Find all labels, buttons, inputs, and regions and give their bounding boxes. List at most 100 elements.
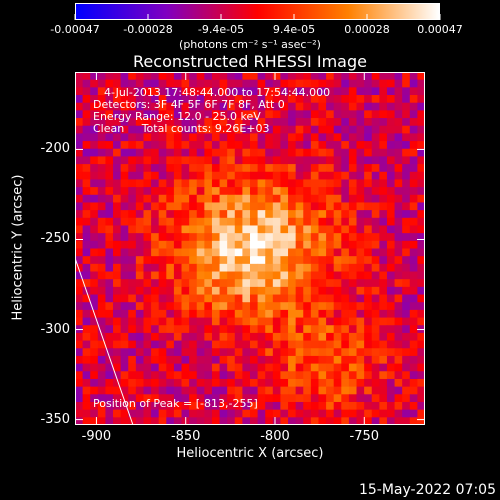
- heatmap-cell: [318, 263, 327, 273]
- heatmap-cell: [82, 148, 91, 158]
- heatmap-cell: [295, 72, 304, 81]
- heatmap-cell: [280, 302, 289, 311]
- heatmap-cell: [356, 133, 365, 142]
- heatmap-cell: [272, 302, 282, 311]
- heatmap-cell: [356, 363, 365, 372]
- heatmap-cell: [409, 217, 418, 227]
- heatmap-cell: [409, 355, 418, 365]
- heatmap-cell: [219, 194, 228, 204]
- heatmap-cell: [120, 325, 129, 334]
- heatmap-cell: [181, 194, 190, 204]
- heatmap-cell: [341, 194, 350, 204]
- heatmap-cell: [250, 340, 259, 349]
- heatmap-cell: [364, 95, 373, 104]
- heatmap-cell: [242, 363, 251, 372]
- heatmap-cell: [371, 371, 380, 380]
- heatmap-cell: [272, 371, 282, 380]
- heatmap-cell: [204, 164, 213, 173]
- heatmap-cell: [402, 294, 411, 303]
- heatmap-cell: [402, 271, 411, 280]
- heatmap-cell: [173, 217, 183, 227]
- heatmap-cell: [219, 171, 228, 181]
- heatmap-cell: [227, 302, 236, 311]
- heatmap-cell: [196, 340, 205, 349]
- heatmap-cell: [280, 317, 289, 326]
- heatmap-cell: [181, 248, 190, 257]
- heatmap-cell: [75, 371, 84, 380]
- heatmap-cell: [272, 102, 282, 111]
- heatmap-cell: [371, 148, 380, 158]
- heatmap-cell: [128, 79, 137, 88]
- heatmap-cell: [318, 133, 327, 142]
- heatmap-cell: [227, 340, 236, 349]
- heatmap-cell: [166, 217, 175, 227]
- heatmap-cell: [219, 332, 228, 342]
- heatmap-cell: [97, 156, 107, 165]
- heatmap-cell: [280, 225, 289, 234]
- heatmap-cell: [120, 256, 129, 265]
- heatmap-cell: [348, 286, 358, 296]
- heatmap-cell: [257, 348, 266, 357]
- heatmap-cell: [341, 141, 350, 150]
- heatmap-cell: [75, 363, 84, 372]
- heatmap-cell: [303, 348, 312, 357]
- heatmap-cell: [90, 95, 99, 104]
- heatmap-cell: [135, 233, 145, 242]
- heatmap-cell: [303, 102, 312, 111]
- heatmap-cell: [364, 110, 373, 119]
- heatmap-cell: [333, 148, 342, 158]
- heatmap-cell: [272, 133, 282, 142]
- heatmap-cell: [204, 401, 213, 411]
- heatmap-cell: [90, 202, 99, 211]
- heatmap-cell: [97, 179, 107, 188]
- heatmap-cell: [333, 102, 342, 111]
- heatmap-cell: [135, 302, 145, 311]
- heatmap-cell: [90, 340, 99, 349]
- heatmap-cell: [371, 87, 380, 96]
- heatmap-cell: [295, 409, 304, 418]
- heatmap-cell: [257, 72, 266, 81]
- heatmap-cell: [272, 118, 282, 127]
- heatmap-cell: [417, 240, 425, 250]
- heatmap-cell: [417, 363, 425, 372]
- heatmap-cell: [143, 401, 152, 411]
- heatmap-cell: [151, 118, 160, 127]
- y-tick-label: -200: [40, 141, 70, 157]
- heatmap-cell: [181, 294, 190, 303]
- heatmap-cell: [250, 317, 259, 326]
- heatmap-cell: [288, 102, 297, 111]
- heatmap-cell: [166, 409, 175, 418]
- heatmap-cell: [250, 279, 259, 288]
- heatmap-cell: [288, 148, 297, 158]
- heatmap-cell: [105, 386, 114, 395]
- heatmap-cell: [234, 79, 243, 88]
- heatmap-cell: [219, 371, 228, 380]
- heatmap-cell: [128, 394, 137, 403]
- heatmap-cell: [211, 202, 221, 211]
- heatmap-cell: [288, 256, 297, 265]
- heatmap-cell: [211, 302, 221, 311]
- heatmap-cell: [272, 210, 282, 219]
- heatmap-cell: [128, 164, 137, 173]
- heatmap-cell: [394, 417, 403, 425]
- heatmap-cell: [166, 118, 175, 127]
- heatmap-cell: [143, 102, 152, 111]
- heatmap-cell: [143, 378, 152, 388]
- heatmap-cell: [348, 325, 358, 334]
- heatmap-cell: [250, 386, 259, 395]
- heatmap-cell: [242, 394, 251, 403]
- heatmap-cell: [128, 202, 137, 211]
- heatmap-cell: [151, 95, 160, 104]
- heatmap-cell: [371, 95, 380, 104]
- heatmap-cell: [113, 348, 122, 357]
- heatmap-cell: [394, 294, 403, 303]
- heatmap-cell: [333, 317, 342, 326]
- heatmap-cell: [90, 394, 99, 403]
- heatmap-cell: [135, 248, 145, 257]
- heatmap-cell: [417, 133, 425, 142]
- heatmap-cell: [265, 118, 274, 127]
- heatmap-cell: [97, 233, 107, 242]
- heatmap-cell: [303, 240, 312, 250]
- heatmap-cell: [280, 417, 289, 425]
- heatmap-cell: [105, 240, 114, 250]
